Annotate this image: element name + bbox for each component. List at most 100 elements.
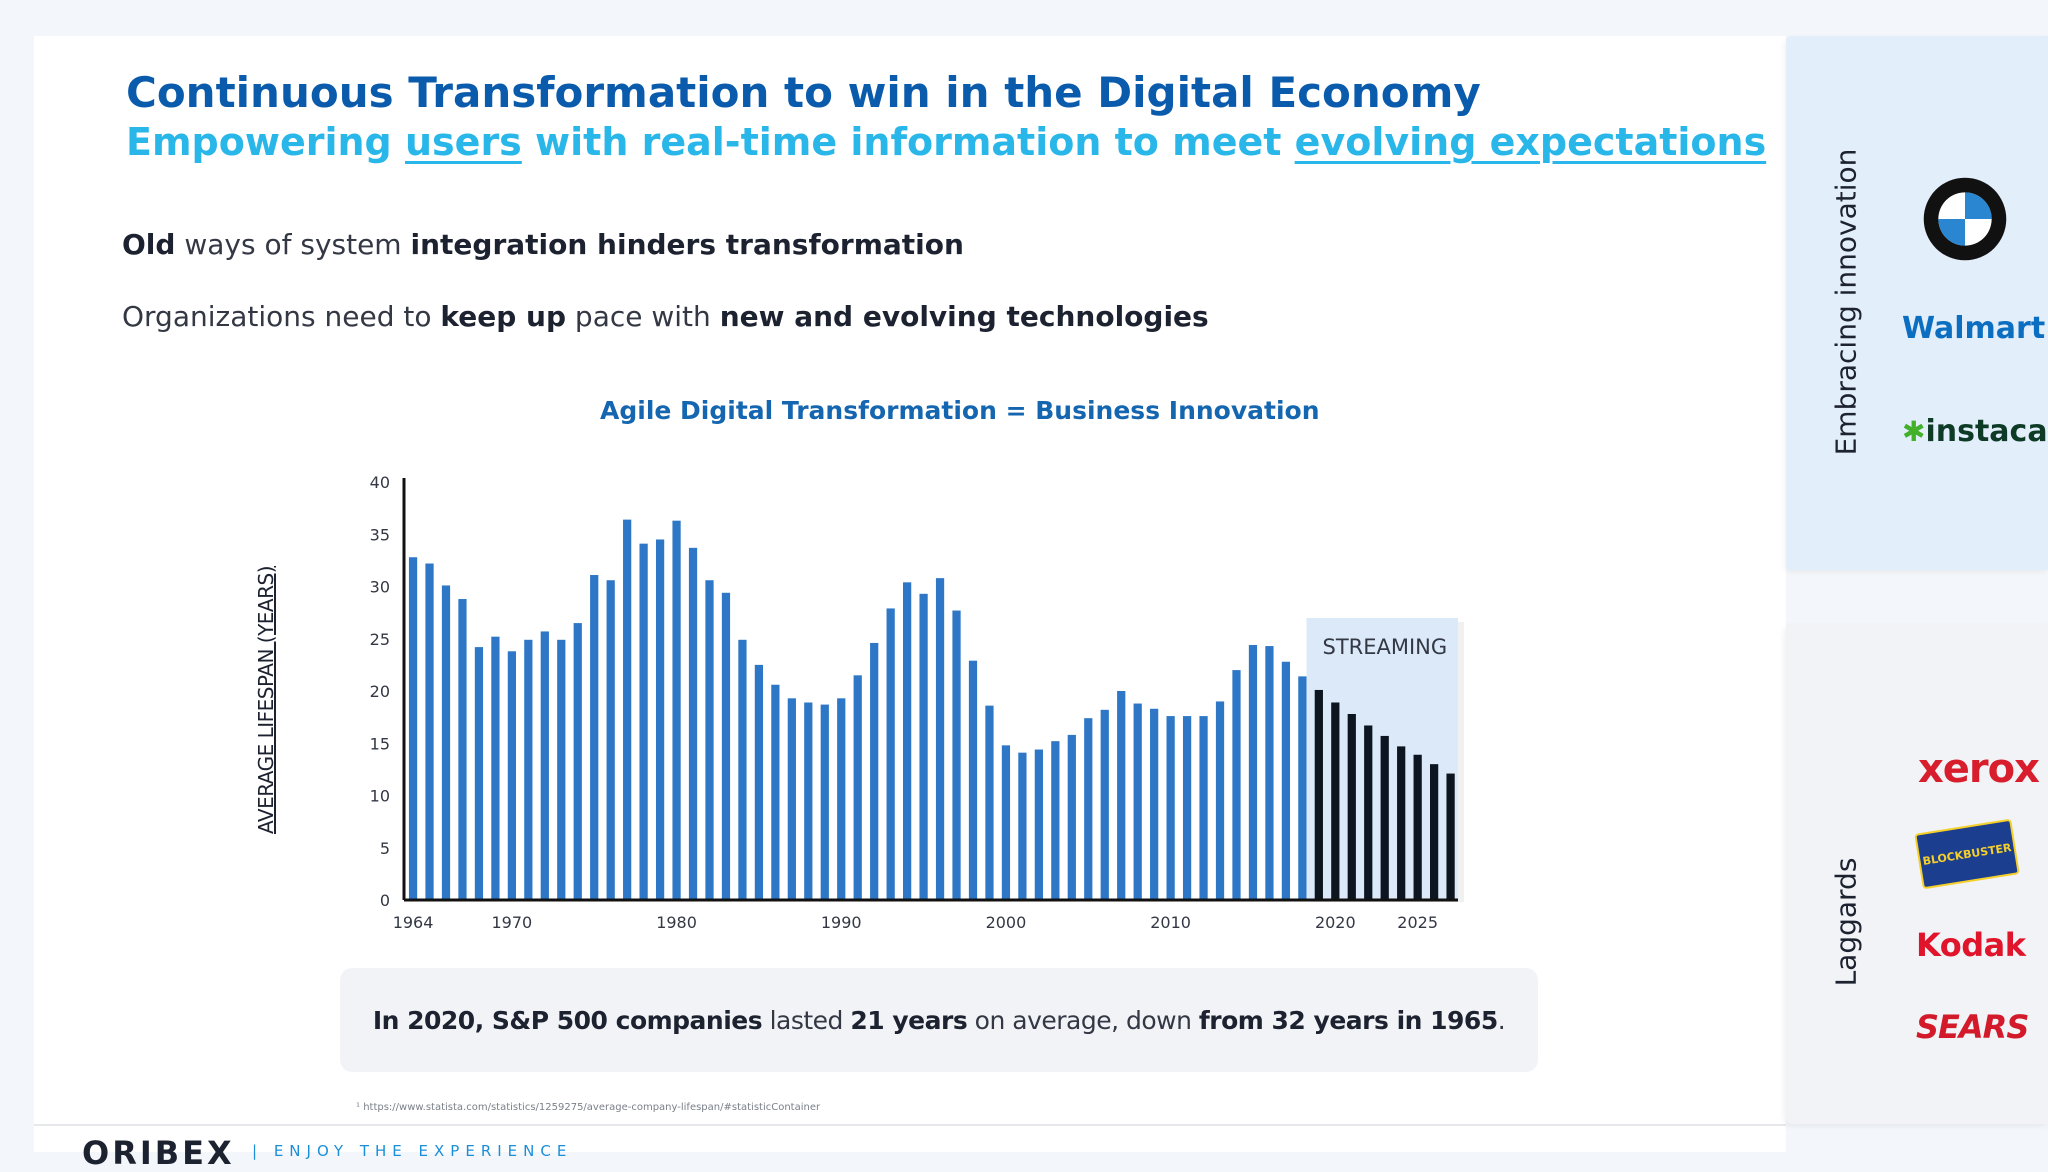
summary-text-3: . [1497, 1005, 1506, 1035]
kodak-logo: Kodak [1916, 926, 2026, 964]
subtitle-link-users[interactable]: users [405, 120, 522, 164]
summary-text-2: on average, down [967, 1005, 1199, 1035]
bar-1968 [474, 647, 484, 900]
y-tick-label-0: 0 [380, 891, 390, 910]
statement-technologies-text-1: Organizations need to [122, 300, 441, 333]
y-tick-label-35: 35 [370, 525, 390, 544]
x-tick-label-2020: 2020 [1315, 913, 1356, 932]
y-tick-label-30: 30 [370, 578, 390, 597]
embracing-innovation-panel [1786, 36, 2048, 570]
bar-2023 [1380, 735, 1389, 900]
bar-1990 [837, 698, 846, 900]
statement-integration-bold-1: Old [122, 228, 176, 261]
bar-2006 [1100, 709, 1109, 900]
y-tick-label-20: 20 [370, 682, 390, 701]
carrot-icon: ✱ [1902, 415, 1926, 448]
statement-integration-text-1: ways of system [175, 228, 411, 261]
bar-2016 [1265, 646, 1274, 900]
bar-1966 [441, 585, 451, 900]
x-tick-label-1980: 1980 [656, 913, 697, 932]
bar-1996 [935, 578, 945, 900]
bar-1994 [903, 582, 912, 900]
y-tick-label-10: 10 [370, 787, 390, 806]
instacart-logo: ✱instacart [1902, 414, 2048, 449]
streaming-annotation: STREAMING [1322, 635, 1447, 659]
bar-1981 [688, 547, 698, 900]
footer-divider [34, 1124, 1786, 1126]
bar-2008 [1133, 703, 1142, 900]
source-footnote[interactable]: ¹ https://www.statista.com/statistics/12… [356, 1102, 821, 1113]
subtitle-text-2: with real-time information to meet [521, 120, 1295, 164]
bar-1964 [408, 557, 418, 900]
statement-integration-bold-2: integration hinders transformation [410, 228, 964, 261]
bar-1998 [968, 660, 978, 900]
slide-title: Continuous Transformation to win in the … [126, 68, 1481, 117]
bar-2017 [1281, 661, 1291, 900]
bar-2013 [1215, 701, 1225, 900]
laggards-label: Laggards [1829, 857, 1863, 987]
bar-1977 [623, 519, 632, 900]
bar-1982 [705, 580, 714, 900]
bar-1979 [655, 539, 665, 900]
bar-2007 [1117, 691, 1126, 900]
bar-2011 [1182, 716, 1192, 900]
bar-1973 [557, 639, 566, 900]
bar-1991 [853, 675, 862, 900]
bar-2001 [1018, 752, 1027, 900]
brand-logo: ORIBEX [82, 1134, 235, 1172]
bar-1971 [524, 639, 533, 900]
slide-subtitle: Empowering users with real-time informat… [126, 120, 1766, 164]
statement-technologies: Organizations need to keep up pace with … [122, 300, 1209, 333]
subtitle-text-1: Empowering [126, 120, 405, 164]
bar-1978 [639, 543, 648, 900]
subtitle-link-evolving-expectations[interactable]: evolving expectations [1294, 120, 1767, 164]
y-tick-label-25: 25 [370, 630, 390, 649]
bar-1983 [721, 592, 731, 900]
summary-bold-1: In 2020, S&P 500 companies [372, 1005, 763, 1035]
walmart-logo: Walmart✳ [1902, 306, 2048, 350]
bar-1993 [886, 608, 895, 900]
summary-bold-2: 21 years [850, 1005, 968, 1035]
bar-2009 [1150, 708, 1159, 900]
bar-1967 [458, 599, 467, 900]
bar-1965 [425, 563, 434, 900]
bar-2003 [1051, 741, 1060, 900]
bar-2005 [1084, 718, 1093, 900]
bar-1986 [771, 684, 780, 900]
bar-1984 [738, 639, 747, 900]
bar-1975 [590, 575, 599, 900]
bar-2025 [1413, 754, 1422, 900]
statement-technologies-text-2: pace with [566, 300, 720, 333]
statement-technologies-bold-2: new and evolving technologies [719, 300, 1209, 333]
chart-title: Agile Digital Transformation = Business … [600, 396, 1320, 425]
bar-1970 [507, 651, 516, 900]
bar-1988 [804, 702, 813, 900]
bar-2000 [1001, 745, 1011, 900]
bar-2015 [1248, 645, 1258, 900]
xerox-logo: xerox [1918, 746, 2040, 792]
bar-1974 [573, 623, 582, 900]
bar-1992 [870, 642, 879, 900]
bar-2022 [1364, 725, 1373, 900]
statement-technologies-bold-1: keep up [440, 300, 567, 333]
summary-callout: In 2020, S&P 500 companies lasted 21 yea… [340, 968, 1538, 1072]
x-tick-label-1970: 1970 [492, 913, 533, 932]
summary-bold-3: from 32 years in 1965 [1198, 1005, 1498, 1035]
x-tick-label-2025: 2025 [1397, 913, 1438, 932]
bar-2010 [1166, 716, 1175, 900]
x-tick-label-2010: 2010 [1150, 913, 1191, 932]
embracing-innovation-label: Embracing innovation [1829, 148, 1863, 456]
statement-integration: Old ways of system integration hinders t… [122, 228, 964, 261]
x-tick-label-1990: 1990 [821, 913, 862, 932]
instacart-wordmark: instacart [1925, 414, 2048, 449]
bar-1989 [820, 704, 829, 900]
bar-2027 [1446, 773, 1455, 900]
bmw-logo [1923, 177, 2007, 261]
bar-1999 [985, 705, 994, 900]
bar-2004 [1067, 734, 1076, 900]
bar-1969 [491, 636, 500, 900]
bar-1972 [540, 631, 549, 900]
bar-2018 [1298, 676, 1307, 900]
bar-2019 [1314, 689, 1323, 900]
